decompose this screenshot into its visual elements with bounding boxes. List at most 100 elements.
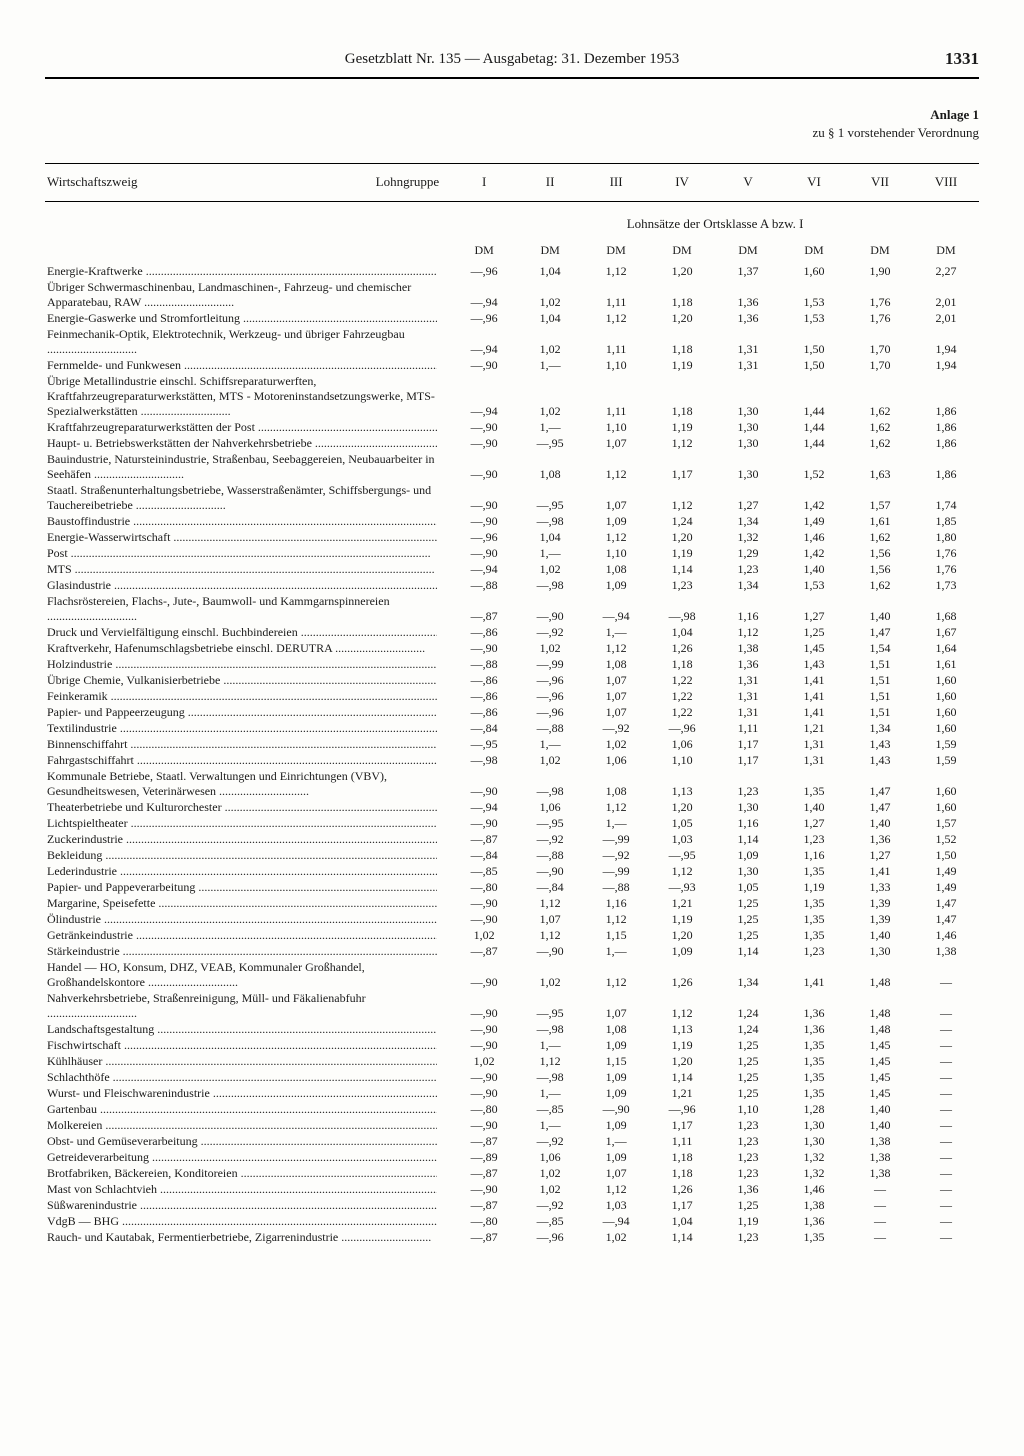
- cell: —,90: [451, 816, 517, 832]
- cell: 1,30: [715, 436, 781, 452]
- cell: 1,43: [847, 753, 913, 769]
- cell: 1,35: [781, 928, 847, 944]
- cell: 1,76: [847, 280, 913, 311]
- cell: —,87: [451, 594, 517, 625]
- table-row: Theaterbetriebe und Kulturorchester ....…: [45, 800, 979, 816]
- col-VIII: VIII: [913, 164, 979, 201]
- cell: 1,19: [649, 1038, 715, 1054]
- cell: 1,94: [913, 358, 979, 374]
- unit: DM: [451, 242, 517, 264]
- cell: 1,08: [583, 657, 649, 673]
- cell: —,87: [451, 1230, 517, 1246]
- row-label: Getränkeindustrie ......................…: [45, 928, 451, 944]
- row-label: Theaterbetriebe und Kulturorchester ....…: [45, 800, 451, 816]
- table-row: Druck und Vervielfältigung einschl. Buch…: [45, 625, 979, 641]
- cell: 1,48: [847, 960, 913, 991]
- row-label: Wurst- und Fleischwarenindustrie .......…: [45, 1086, 451, 1102]
- col-VI: VI: [781, 164, 847, 201]
- cell: 1,—: [583, 1134, 649, 1150]
- cell: 1,56: [847, 546, 913, 562]
- table-row: Landschaftsgestaltung ..................…: [45, 1022, 979, 1038]
- cell: 1,09: [583, 1086, 649, 1102]
- cell: 1,—: [583, 816, 649, 832]
- cell: 1,27: [847, 848, 913, 864]
- cell: 1,35: [781, 864, 847, 880]
- cell: —,92: [517, 1198, 583, 1214]
- cell: —: [913, 1054, 979, 1070]
- cell: 1,05: [715, 880, 781, 896]
- row-label: Papier- und Pappeverarbeitung ..........…: [45, 880, 451, 896]
- cell: 1,—: [517, 1118, 583, 1134]
- cell: 1,02: [517, 1166, 583, 1182]
- cell: 1,12: [583, 912, 649, 928]
- row-label: Feinkeramik ............................…: [45, 689, 451, 705]
- cell: 1,16: [715, 594, 781, 625]
- cell: 1,23: [715, 1134, 781, 1150]
- cell: 1,49: [781, 514, 847, 530]
- cell: 1,19: [715, 1214, 781, 1230]
- cell: 1,23: [781, 832, 847, 848]
- cell: 1,41: [781, 960, 847, 991]
- row-label: Margarine, Speisefette .................…: [45, 896, 451, 912]
- cell: —,96: [517, 1230, 583, 1246]
- row-label: Holzindustrie ..........................…: [45, 657, 451, 673]
- table-row: Getränkeindustrie ......................…: [45, 928, 979, 944]
- cell: —: [847, 1214, 913, 1230]
- cell: —,95: [517, 991, 583, 1022]
- cell: 1,20: [649, 928, 715, 944]
- unit: DM: [649, 242, 715, 264]
- table-body: Energie-Kraftwerke .....................…: [45, 264, 979, 1246]
- row-label: Schlachthöfe ...........................…: [45, 1070, 451, 1086]
- cell: —,80: [451, 1102, 517, 1118]
- row-label: Energie-Kraftwerke .....................…: [45, 264, 451, 280]
- row-label: Rauch- und Kautabak, Fermentierbetriebe,…: [45, 1230, 451, 1246]
- cell: 1,19: [649, 912, 715, 928]
- cell: 1,02: [517, 374, 583, 420]
- cell: 1,59: [913, 737, 979, 753]
- cell: 1,51: [847, 705, 913, 721]
- table-row: Stärkeindustrie ........................…: [45, 944, 979, 960]
- cell: 1,30: [715, 864, 781, 880]
- table-row: Rauch- und Kautabak, Fermentierbetriebe,…: [45, 1230, 979, 1246]
- cell: 1,28: [781, 1102, 847, 1118]
- cell: 1,11: [583, 280, 649, 311]
- cell: 1,35: [781, 1054, 847, 1070]
- cell: 1,86: [913, 374, 979, 420]
- cell: 1,60: [913, 800, 979, 816]
- cell: 1,56: [847, 562, 913, 578]
- cell: 1,50: [913, 848, 979, 864]
- cell: —,96: [451, 311, 517, 327]
- cell: —,85: [517, 1102, 583, 1118]
- cell: —,87: [451, 944, 517, 960]
- cell: —: [913, 1102, 979, 1118]
- cell: —,92: [583, 848, 649, 864]
- row-label: Nahverkehrsbetriebe, Straßenreinigung, M…: [45, 991, 451, 1022]
- cell: 1,51: [847, 673, 913, 689]
- cell: —,80: [451, 1214, 517, 1230]
- cell: 1,19: [649, 420, 715, 436]
- cell: 1,42: [781, 483, 847, 514]
- table-row: Kühlhäuser .............................…: [45, 1054, 979, 1070]
- row-label: Energie-Wasserwirtschaft ...............…: [45, 530, 451, 546]
- cell: —,94: [451, 327, 517, 358]
- cell: 1,25: [715, 896, 781, 912]
- cell: 1,34: [847, 721, 913, 737]
- cell: 1,11: [583, 327, 649, 358]
- cell: 1,08: [583, 562, 649, 578]
- cell: 1,60: [781, 264, 847, 280]
- cell: 1,10: [715, 1102, 781, 1118]
- cell: 1,35: [781, 1070, 847, 1086]
- table-row: Handel — HO, Konsum, DHZ, VEAB, Kommunal…: [45, 960, 979, 991]
- cell: 1,14: [715, 832, 781, 848]
- cell: —,95: [517, 436, 583, 452]
- table-row: MTS ....................................…: [45, 562, 979, 578]
- cell: 1,23: [781, 944, 847, 960]
- cell: —,95: [649, 848, 715, 864]
- cell: 1,16: [583, 896, 649, 912]
- cell: 1,48: [847, 991, 913, 1022]
- row-label: Übrige Metallindustrie einschl. Schiffsr…: [45, 374, 451, 420]
- cell: —: [913, 1166, 979, 1182]
- cell: 1,62: [847, 374, 913, 420]
- cell: 1,31: [715, 327, 781, 358]
- row-label: Übriger Schwermaschinenbau, Landmaschine…: [45, 280, 451, 311]
